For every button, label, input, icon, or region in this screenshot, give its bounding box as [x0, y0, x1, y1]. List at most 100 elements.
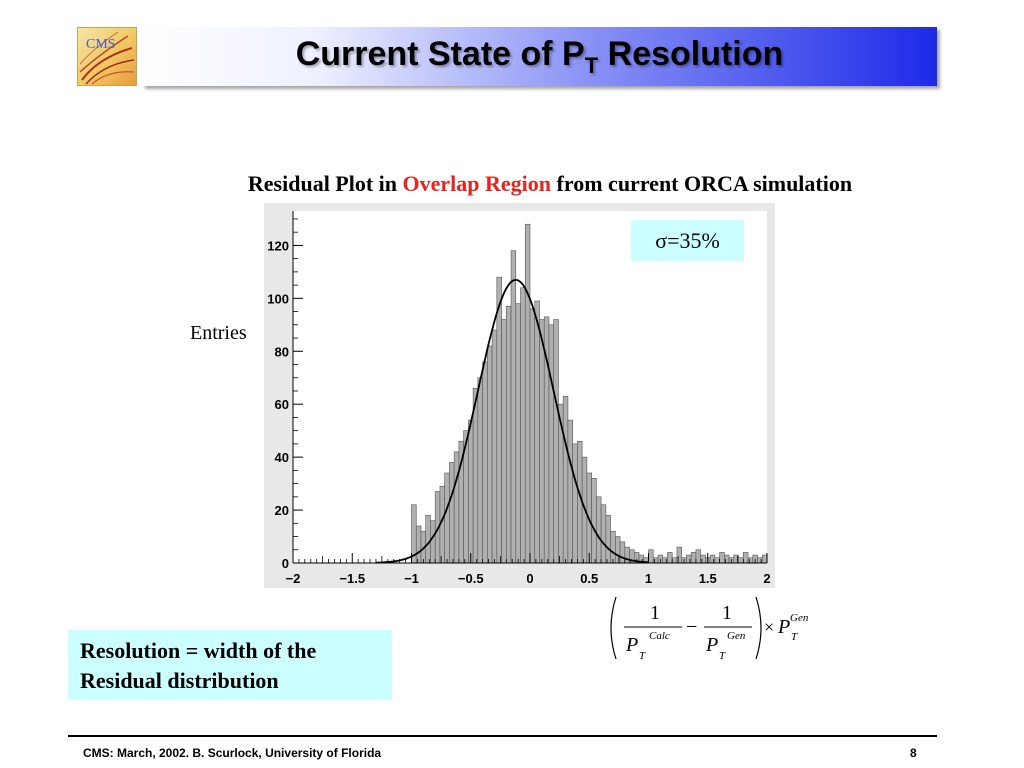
- plot-caption: Residual Plot in Overlap Region from cur…: [130, 171, 970, 197]
- histogram-bar: [415, 525, 422, 564]
- histogram-bar: [662, 557, 668, 564]
- histogram-bar: [567, 419, 573, 564]
- histogram-bar: [572, 443, 578, 564]
- formula-p-1: P: [625, 634, 638, 656]
- histogram-bar: [506, 305, 512, 564]
- histogram-bar: [667, 552, 673, 564]
- histogram-bar: [605, 515, 611, 564]
- cms-logo: CMS: [77, 27, 137, 86]
- formula-times: ×: [764, 617, 774, 637]
- resolution-note-box: Resolution = width of the Residual distr…: [68, 630, 392, 700]
- histogram-bar: [477, 377, 483, 564]
- histogram-bar: [700, 554, 706, 564]
- histogram-bar: [714, 557, 720, 564]
- histogram-bar: [648, 549, 654, 564]
- title-bar: Current State of PT Resolution: [142, 27, 937, 86]
- title-subscript: T: [584, 52, 599, 78]
- y-tick-label: 0: [282, 556, 289, 571]
- histogram-bar: [425, 515, 431, 564]
- resolution-line-2: Residual distribution: [80, 668, 279, 693]
- histogram-bar: [520, 287, 526, 564]
- histogram-bar: [562, 395, 569, 564]
- histogram-bar: [524, 223, 531, 564]
- footer-text: CMS: March, 2002. B. Scurlock, Universit…: [83, 746, 382, 760]
- title-main: Current State of P: [295, 35, 585, 73]
- x-tick-label: 1: [645, 571, 652, 586]
- histogram-bar: [709, 554, 716, 564]
- cms-logo-graphic: CMS: [79, 31, 135, 85]
- y-tick-label: 60: [275, 397, 289, 412]
- sigma-label: σ=35%: [655, 227, 720, 253]
- x-tick-label: −1: [404, 571, 419, 586]
- x-tick-label: 0.5: [580, 571, 598, 586]
- histogram-bar: [676, 546, 682, 564]
- formula-gen-2: Gen: [790, 612, 809, 624]
- histogram-bar: [449, 462, 455, 564]
- formula-p-2: P: [705, 634, 718, 656]
- histogram-bar: [671, 557, 678, 564]
- y-axis-label: Entries: [190, 322, 247, 344]
- y-tick-label: 40: [275, 450, 289, 465]
- histogram-bar: [738, 557, 744, 564]
- histogram-bar: [757, 557, 763, 564]
- histogram-bar: [491, 329, 498, 564]
- x-tick-label: 0: [526, 571, 533, 586]
- formula-calc: Calc: [649, 630, 670, 642]
- y-tick-label: 120: [267, 238, 289, 253]
- formula-numerator-1: 1: [650, 602, 660, 624]
- x-tick-label: 1.5: [699, 571, 717, 586]
- caption-post: from current ORCA simulation: [551, 171, 853, 196]
- histogram-bar: [733, 554, 739, 564]
- formula-numerator-2: 1: [722, 602, 732, 624]
- footer-divider: [68, 735, 937, 737]
- histogram-bar: [596, 496, 602, 564]
- title-end: Resolution: [598, 35, 784, 73]
- page-number: 8: [910, 746, 917, 760]
- formula-right-paren: [755, 596, 762, 660]
- histogram-bar: [761, 554, 768, 564]
- x-tick-label: 2: [763, 571, 770, 586]
- histogram-bar: [742, 552, 749, 564]
- histogram-bar: [482, 361, 488, 564]
- histogram-bar: [724, 554, 730, 564]
- histogram-bar: [444, 472, 450, 564]
- formula-t-3: T: [791, 631, 798, 643]
- y-tick-label: 20: [275, 503, 289, 518]
- caption-pre: Residual Plot in: [247, 171, 403, 196]
- x-tick-label: −1.5: [339, 571, 365, 586]
- histogram-bar: [624, 546, 630, 564]
- histogram-bar: [510, 250, 517, 564]
- x-tick-label: −2: [286, 571, 301, 586]
- y-tick-label: 100: [267, 291, 289, 306]
- histogram-bar: [539, 319, 545, 564]
- residual-formula: 1 P T Calc − 1 P T Gen × P T Gen: [610, 596, 809, 662]
- histogram-bar: [600, 504, 607, 564]
- histogram-bar: [610, 530, 616, 564]
- formula-p-3: P: [777, 616, 790, 638]
- histogram-bar: [695, 549, 701, 564]
- formula-t-1: T: [639, 650, 646, 662]
- slide-title: Current State of PT Resolution: [142, 35, 937, 79]
- formula-t-2: T: [719, 650, 726, 662]
- histogram-bar: [690, 552, 697, 564]
- histogram-bar: [619, 541, 626, 564]
- histogram-bar: [496, 276, 502, 564]
- gaussian-fit-curve: [375, 278, 649, 564]
- histogram-bar: [487, 345, 493, 564]
- histogram-bar: [652, 557, 659, 564]
- histogram-bar: [472, 388, 479, 564]
- formula-minus: −: [686, 616, 697, 638]
- histogram-bar: [468, 419, 474, 564]
- x-tick-label: −0.5: [458, 571, 484, 586]
- histogram-bar: [719, 552, 725, 564]
- histogram-bar: [553, 319, 559, 564]
- caption-highlight: Overlap Region: [402, 171, 552, 196]
- histogram-bar: [515, 303, 521, 564]
- histogram-bar: [747, 557, 754, 564]
- histogram-bar: [591, 478, 597, 564]
- cms-logo-text: CMS: [86, 37, 116, 52]
- histogram-bar: [529, 308, 536, 564]
- histogram-bar: [430, 520, 436, 564]
- histogram-bar: [686, 554, 692, 564]
- formula-left-paren: [610, 596, 617, 660]
